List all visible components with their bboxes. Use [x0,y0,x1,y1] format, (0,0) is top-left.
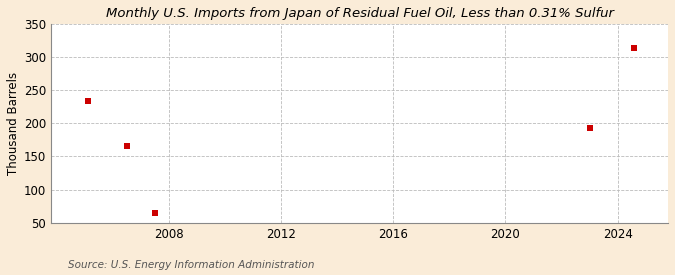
Text: Source: U.S. Energy Information Administration: Source: U.S. Energy Information Administ… [68,260,314,270]
Point [122,144,132,149]
Y-axis label: Thousand Barrels: Thousand Barrels [7,72,20,175]
Point [150,211,161,215]
Point [82,99,93,104]
Point [584,126,595,130]
Point [629,46,640,50]
Title: Monthly U.S. Imports from Japan of Residual Fuel Oil, Less than 0.31% Sulfur: Monthly U.S. Imports from Japan of Resid… [106,7,614,20]
